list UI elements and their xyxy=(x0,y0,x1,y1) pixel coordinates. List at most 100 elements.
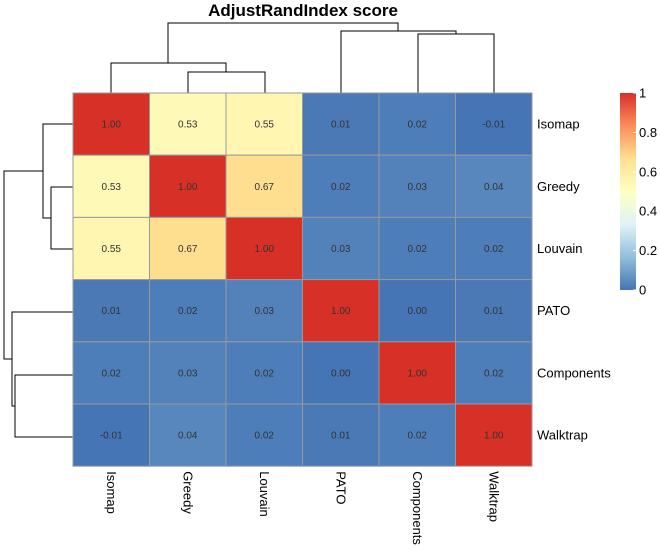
cell-value-label: 0.02 xyxy=(178,306,198,317)
heatmap-cell xyxy=(302,403,380,467)
cell-value-label: 0.03 xyxy=(331,244,351,255)
cell-value-label: 0.02 xyxy=(102,368,122,379)
column-dendrogram-branch xyxy=(187,71,266,93)
heatmap-cell xyxy=(302,279,380,343)
heatmap-cell xyxy=(302,216,380,281)
cell-value-label: 0.55 xyxy=(102,244,122,255)
heatmap-cell xyxy=(455,341,533,405)
cell-value-label: 0.02 xyxy=(484,244,504,255)
cell-value-label: 0.03 xyxy=(255,306,275,317)
cell-value-label: 1.00 xyxy=(408,368,428,379)
heatmap-cell xyxy=(72,92,150,156)
column-label: Walktrap xyxy=(486,471,501,522)
heatmap-cell xyxy=(455,154,533,218)
heatmap-cell xyxy=(378,216,456,281)
cell-value-label: 1.00 xyxy=(178,182,198,193)
heatmap-cell xyxy=(455,279,533,343)
cell-value-label: 1.00 xyxy=(102,120,122,131)
legend-ticks: 0 0.2 0.4 0.6 0.8 1 xyxy=(633,86,657,298)
legend-tick-label: 1 xyxy=(639,86,646,101)
cell-value-label: 0.04 xyxy=(178,431,198,442)
legend-tick-label: 0.8 xyxy=(639,125,657,140)
row-dendrogram xyxy=(3,123,73,438)
column-dendrogram-branch xyxy=(110,62,227,93)
heatmap-cell xyxy=(149,216,227,281)
row-dendrogram-branch xyxy=(11,311,73,407)
heatmap-cell xyxy=(302,92,380,156)
cell-value-label: 0.00 xyxy=(331,368,351,379)
row-labels: Isomap Greedy Louvain PATO Components Walktra… xyxy=(537,117,611,443)
row-label: Walktrap xyxy=(537,428,588,443)
heatmap-cell xyxy=(149,154,227,218)
heatmap-cell xyxy=(72,403,150,467)
row-label: Components xyxy=(537,365,611,380)
cell-value-label: 0.01 xyxy=(102,306,122,317)
row-label: Louvain xyxy=(537,241,583,256)
heatmap-cell xyxy=(378,403,456,467)
heatmap-cell xyxy=(225,341,303,405)
heatmap-cell xyxy=(72,341,150,405)
column-label: Louvain xyxy=(257,471,272,517)
cell-value-label: 1.00 xyxy=(331,306,351,317)
heatmap-cell-labels: 1.00 0.53 0.55 0.01 0.02 -0.01 0.53 1.00 0.67 0.0… xyxy=(100,120,506,442)
cell-value-label: 0.02 xyxy=(255,368,275,379)
cell-value-label: 0.02 xyxy=(255,431,275,442)
column-dendrogram-branch xyxy=(167,22,399,63)
cell-value-label: 0.04 xyxy=(484,182,504,193)
cell-value-label: 0.02 xyxy=(408,120,428,131)
column-label: PATO xyxy=(333,471,348,504)
row-label: Greedy xyxy=(537,179,580,194)
legend-tick-label: 0.2 xyxy=(639,243,657,258)
cell-value-label: 0.02 xyxy=(408,244,428,255)
cell-value-label: 0.01 xyxy=(331,120,351,131)
cell-value-label: 1.00 xyxy=(255,244,275,255)
heatmap-cell xyxy=(302,341,380,405)
heatmap-cell xyxy=(149,279,227,343)
heatmap-cell xyxy=(72,279,150,343)
heatmap-cell xyxy=(378,341,456,405)
column-labels: Isomap Greedy Louvain PATO Components Walktra… xyxy=(104,471,502,545)
cell-value-label: 0.01 xyxy=(331,431,351,442)
heatmap-cell xyxy=(225,92,303,156)
cell-value-label: 0.53 xyxy=(102,182,122,193)
cell-value-label: 0.67 xyxy=(178,244,198,255)
cell-value-label: 0.67 xyxy=(255,182,275,193)
color-legend: 0 0.2 0.4 0.6 0.8 1 xyxy=(620,86,657,298)
column-dendrogram-branch xyxy=(417,33,495,93)
heatmap-cell xyxy=(455,92,533,156)
cell-value-label: 0.02 xyxy=(484,368,504,379)
cell-value-label: 0.02 xyxy=(408,431,428,442)
legend-color-bar xyxy=(620,93,636,290)
heatmap-cell xyxy=(225,279,303,343)
column-label: Isomap xyxy=(104,471,119,514)
column-label: Greedy xyxy=(180,471,195,514)
legend-tick-label: 0.6 xyxy=(639,164,657,179)
cell-value-label: 1.00 xyxy=(484,431,504,442)
row-label: PATO xyxy=(537,303,570,318)
heatmap-cells xyxy=(72,92,533,467)
column-dendrogram xyxy=(110,22,495,93)
legend-tick-label: 0.4 xyxy=(639,204,657,219)
row-dendrogram-branch xyxy=(14,374,73,438)
cell-value-label: 0.03 xyxy=(408,182,428,193)
legend-tick-label: 0 xyxy=(639,283,646,298)
cell-value-label: -0.01 xyxy=(100,431,123,442)
cell-value-label: 0.55 xyxy=(255,120,275,131)
column-label: Components xyxy=(410,471,425,545)
row-dendrogram-branch xyxy=(3,170,43,360)
row-dendrogram-branch xyxy=(42,123,73,219)
heatmap-cell xyxy=(149,92,227,156)
cell-value-label: 0.00 xyxy=(408,306,428,317)
heatmap-cell xyxy=(455,216,533,281)
cell-value-label: 0.01 xyxy=(484,306,504,317)
cell-value-label: 0.53 xyxy=(178,120,198,131)
heatmap-cell xyxy=(378,279,456,343)
chart-title: AdjustRandIndex score xyxy=(208,1,398,20)
column-dendrogram-branch xyxy=(340,30,457,93)
heatmap-cell xyxy=(302,154,380,218)
cell-value-label: -0.01 xyxy=(482,120,505,131)
row-dendrogram-branch xyxy=(50,186,73,250)
heatmap-cell xyxy=(455,403,533,467)
row-label: Isomap xyxy=(537,117,580,132)
